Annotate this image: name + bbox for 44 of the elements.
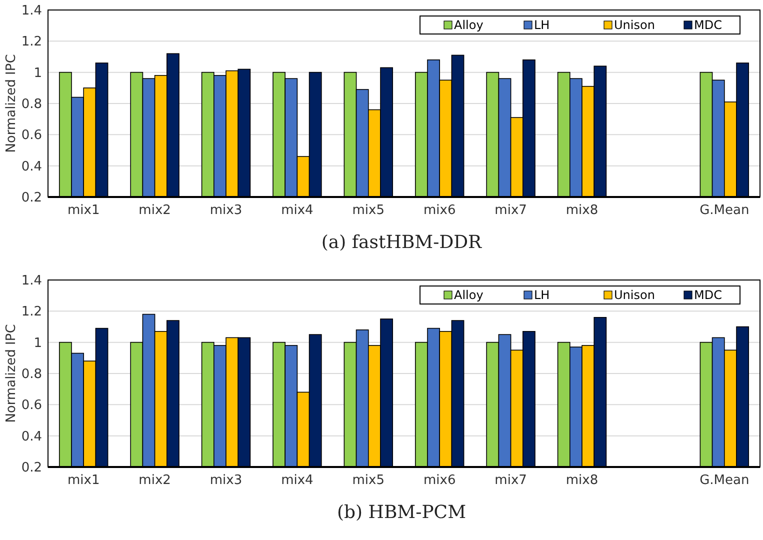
legend-label: Alloy [454, 18, 484, 32]
y-tick-label: 0.2 [21, 190, 42, 206]
legend-label: LH [534, 18, 550, 32]
x-tick-label: mix8 [566, 473, 598, 488]
y-axis-title: Normalized IPC [4, 54, 19, 153]
x-tick-label: mix5 [352, 473, 385, 488]
y-axis-title: Normalized IPC [4, 324, 19, 423]
x-tick-label: mix4 [281, 203, 314, 218]
y-tick-label: 1 [34, 336, 42, 351]
y-tick-label: 0.4 [21, 159, 42, 174]
x-tick-label: mix3 [210, 473, 242, 488]
x-tick-label: G.Mean [700, 473, 750, 488]
y-tick-label: 1 [34, 66, 42, 81]
legend-label: Unison [614, 18, 655, 32]
text: (b) HBM-PCM [336, 502, 466, 523]
y-tick-label: 0.6 [21, 128, 42, 144]
y-tick-label: 1.4 [21, 4, 42, 19]
x-tick-label: mix7 [494, 473, 527, 488]
y-tick-label: 0.8 [21, 97, 42, 112]
x-tick-label: mix6 [423, 203, 456, 218]
x-tick-label: mix4 [281, 473, 314, 488]
x-tick-label: mix6 [423, 473, 456, 488]
y-tick-label: 0.8 [21, 367, 42, 382]
y-tick-label: 0.4 [21, 429, 42, 444]
y-tick-label: 1.4 [21, 274, 42, 289]
y-tick-label: 0.2 [21, 460, 42, 476]
x-tick-label: mix5 [352, 203, 385, 218]
x-tick-label: mix1 [67, 473, 100, 488]
x-tick-label: mix1 [67, 203, 100, 218]
x-tick-label: mix7 [494, 203, 527, 218]
legend-label: MDC [694, 18, 722, 32]
x-tick-label: G.Mean [700, 203, 750, 218]
legend-label: Unison [614, 288, 655, 302]
x-tick-label: mix8 [566, 203, 598, 218]
x-tick-label: mix2 [138, 473, 171, 488]
y-tick-label: 0.6 [21, 398, 42, 414]
y-tick-label: 1.2 [21, 34, 42, 50]
text: (a) fastHBM-DDR [321, 232, 482, 253]
legend-label: MDC [694, 288, 722, 302]
legend-label: LH [534, 288, 550, 302]
y-tick-label: 1.2 [21, 304, 42, 320]
x-tick-label: mix3 [210, 203, 242, 218]
x-tick-label: mix2 [138, 203, 171, 218]
legend-label: Alloy [454, 288, 484, 302]
